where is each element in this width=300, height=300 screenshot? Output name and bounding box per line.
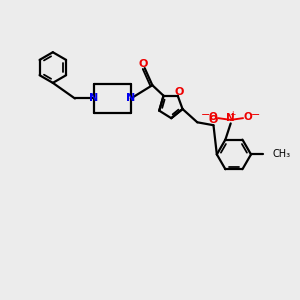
Text: N: N <box>126 94 136 103</box>
Text: O: O <box>175 87 184 97</box>
Text: CH₃: CH₃ <box>273 149 291 159</box>
Text: O: O <box>139 59 148 69</box>
Text: N: N <box>226 113 235 123</box>
Text: +: + <box>230 110 236 119</box>
Text: −: − <box>201 110 211 120</box>
Text: −: − <box>251 110 260 120</box>
Text: O: O <box>209 115 218 125</box>
Text: N: N <box>89 94 99 103</box>
Text: O: O <box>244 112 252 122</box>
Text: O: O <box>209 112 218 122</box>
